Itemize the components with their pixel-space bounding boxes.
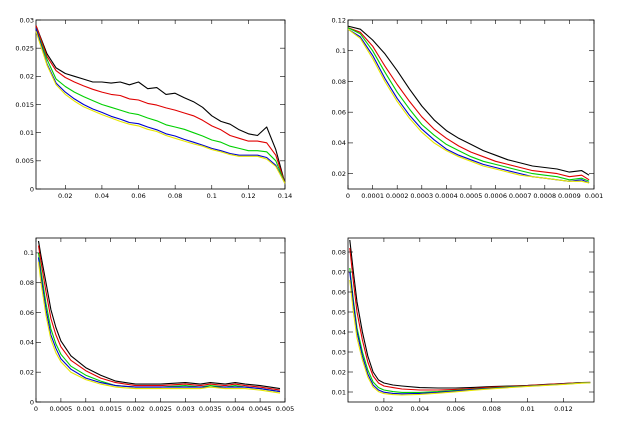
chart-panel-2: 0 0.0001 0.0002 0.0003 0.0004 0.0005 0.0006 0.0… [332, 16, 604, 200]
y-tick-label: 0.05 [332, 308, 346, 316]
chart-panel-1: 0.02 0.04 0.06 0.08 0.1 0.12 0.14 0 0.005 0.01 0.0… [15, 16, 292, 200]
y-tick-label: 0.015 [15, 101, 34, 109]
y-tick-label: 0.06 [332, 108, 346, 116]
y-tick-label: 0.1 [336, 47, 346, 55]
chart-panel-3: 0 0.0005 0.001 0.0015 0.002 0.0025 0.003 0.0035… [20, 237, 295, 413]
series-line-green [347, 27, 590, 182]
y-tick-label: 0 [30, 398, 34, 406]
y-tick-label: 0.02 [332, 170, 346, 178]
series-line-blue [349, 271, 591, 395]
x-tick-label: 0.0002 [386, 192, 409, 200]
series-line-blue [37, 257, 281, 393]
series-line-yellow [347, 28, 590, 184]
series-line-black [35, 25, 286, 184]
plot-frame [347, 237, 595, 403]
x-tick-label: 0.012 [554, 405, 573, 413]
plot-frame [35, 19, 286, 190]
x-tick-label: 0.0045 [249, 405, 272, 413]
y-tick-label: 0.06 [20, 309, 34, 317]
x-tick-label: 0 [34, 405, 38, 413]
x-tick-label: 0.0007 [509, 192, 532, 200]
y-tick-label: 0.12 [332, 16, 346, 24]
x-tick-label: 0.008 [482, 405, 501, 413]
series-line-red [35, 25, 286, 184]
y-tick-label: 0.01 [332, 388, 346, 396]
y-tick-label: 0.03 [20, 16, 34, 24]
series-line-green [35, 28, 286, 184]
x-tick-label: 0.004 [226, 405, 245, 413]
y-tick-label: 0.07 [332, 268, 346, 276]
y-tick-label: 0.03 [332, 348, 346, 356]
x-tick-label: 0.0009 [558, 192, 581, 200]
y-tick-label: 0.08 [20, 279, 34, 287]
x-tick-label: 0.1 [207, 192, 217, 200]
x-tick-label: 0.002 [126, 405, 145, 413]
y-tick-label: 0.06 [332, 288, 346, 296]
y-tick-label: 0.04 [332, 139, 346, 147]
y-tick-label: 0.04 [20, 339, 34, 347]
y-tick-label: 0 [30, 185, 34, 193]
x-tick-label: 0.0004 [435, 192, 458, 200]
series-line-green [349, 267, 591, 393]
y-tick-label: 0.02 [20, 73, 34, 81]
series-line-red [347, 27, 590, 181]
series-line-blue [35, 28, 286, 184]
x-tick-label: 0.002 [375, 405, 394, 413]
x-tick-label: 0.006 [446, 405, 465, 413]
x-tick-label: 0.01 [520, 405, 534, 413]
series-line-black [349, 239, 591, 389]
y-tick-label: 0.08 [332, 78, 346, 86]
plot-frame [35, 237, 286, 403]
series-line-red [37, 245, 281, 391]
series-line-green [37, 252, 281, 393]
x-tick-label: 0.0003 [410, 192, 433, 200]
x-tick-label: 0.004 [411, 405, 430, 413]
x-tick-label: 0.0025 [149, 405, 172, 413]
x-tick-label: 0.003 [176, 405, 195, 413]
x-tick-label: 0.0005 [460, 192, 483, 200]
x-tick-label: 0.14 [278, 192, 292, 200]
x-tick-label: 0.0006 [484, 192, 507, 200]
series-line-red [349, 247, 591, 391]
y-tick-label: 0.02 [332, 368, 346, 376]
x-tick-label: 0.02 [58, 192, 72, 200]
y-tick-label: 0.025 [15, 44, 34, 52]
x-tick-label: 0.04 [95, 192, 109, 200]
x-tick-label: 0.001 [585, 192, 604, 200]
x-tick-label: 0.0035 [199, 405, 222, 413]
y-tick-label: 0.04 [332, 328, 346, 336]
series-line-yellow [37, 261, 281, 394]
y-tick-label: 0.08 [332, 248, 346, 256]
series-line-yellow [349, 279, 591, 396]
series-line-black [347, 25, 590, 176]
plot-frame [347, 19, 595, 190]
x-tick-label: 0.0015 [99, 405, 122, 413]
x-tick-label: 0.06 [131, 192, 145, 200]
x-tick-label: 0 [346, 192, 350, 200]
series-line-yellow [35, 31, 286, 184]
x-tick-label: 0.001 [76, 405, 95, 413]
y-tick-label: 0.02 [20, 368, 34, 376]
y-tick-label: 0.01 [20, 129, 34, 137]
x-tick-label: 0.08 [168, 192, 182, 200]
x-tick-label: 0.005 [276, 405, 295, 413]
x-tick-label: 0.0001 [361, 192, 384, 200]
x-tick-label: 0.12 [241, 192, 255, 200]
y-tick-label: 0.1 [24, 249, 34, 257]
chart-panel-4: 0.002 0.004 0.006 0.008 0.01 0.012 0.01 0.02 0.0… [332, 237, 595, 413]
x-tick-label: 0.0008 [533, 192, 556, 200]
series-line-black [37, 240, 281, 390]
x-tick-label: 0.0005 [50, 405, 73, 413]
y-tick-label: 0.005 [15, 157, 34, 165]
